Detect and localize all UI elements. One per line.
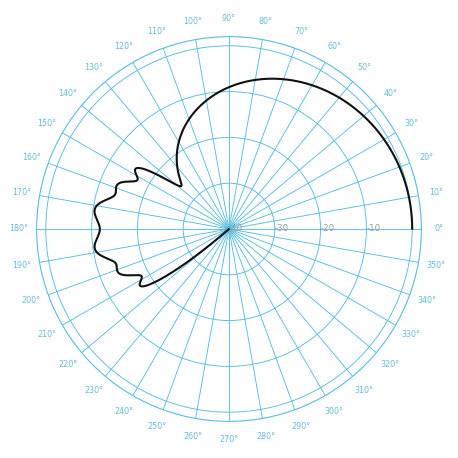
- Text: -10: -10: [366, 224, 381, 234]
- Text: -30: -30: [275, 224, 289, 234]
- Text: -40: -40: [229, 224, 243, 234]
- Text: -20: -20: [321, 224, 335, 234]
